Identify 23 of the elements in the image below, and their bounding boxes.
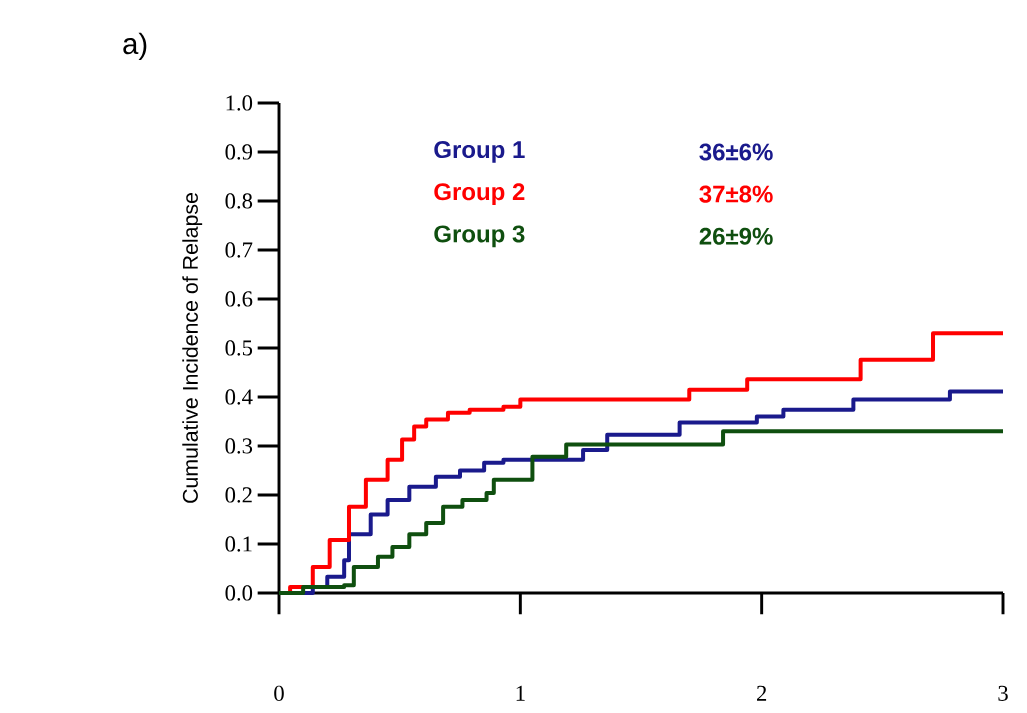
x-tick-label: 2 — [757, 685, 767, 701]
text: Group 2 — [434, 183, 525, 205]
y-tick-label: 0.4 — [225, 389, 253, 405]
y-tick-label: 0.9 — [225, 144, 253, 160]
annotation: 37±8% — [699, 185, 773, 203]
annotation: 26±9% — [699, 227, 773, 245]
y-tick-label: 0.5 — [225, 340, 253, 356]
y-tick-label: 0.8 — [225, 193, 253, 209]
y-tick-label: 0.7 — [225, 242, 253, 258]
x-tick-label: 1 — [516, 685, 525, 701]
x-tick-label: 0 — [274, 685, 284, 701]
y-tick-label: 0.6 — [225, 291, 253, 307]
y-tick-label: 0.2 — [225, 487, 252, 503]
y-tick-label: 0.0 — [225, 585, 253, 601]
x-tick-label: 3 — [998, 685, 1008, 701]
text: Group 1 — [434, 141, 525, 163]
y-tick-label: 0.1 — [225, 536, 252, 552]
chart-title: a) — [123, 32, 147, 60]
annotation: 36±6% — [699, 143, 773, 161]
y-tick-label: 1.0 — [226, 95, 253, 111]
y-axis-title: Cumulative Incidence of Relapse — [182, 193, 203, 503]
text: Group 3 — [434, 225, 525, 248]
y-tick-label: 0.3 — [225, 438, 253, 454]
